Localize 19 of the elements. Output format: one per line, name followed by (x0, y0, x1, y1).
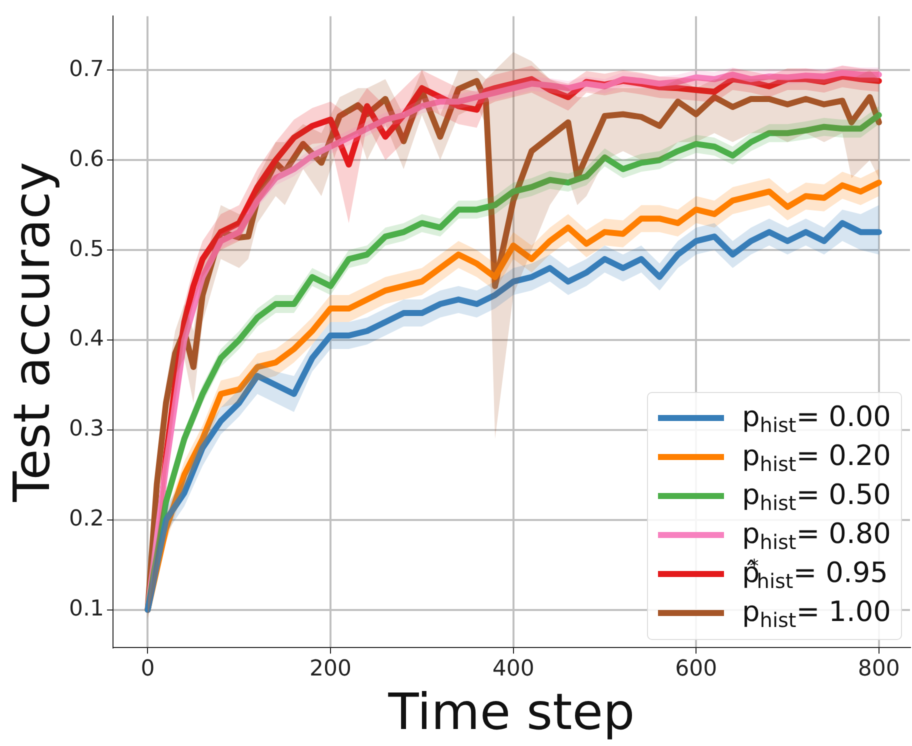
x-tick-label: 0 (140, 656, 155, 682)
y-tick-label: 0.2 (68, 506, 104, 532)
legend-label: p$_{hist}$= 0.80 (742, 516, 891, 554)
x-axis-title: Time step (387, 682, 635, 741)
legend-label: p$_{hist}$= 1.00 (742, 594, 891, 632)
y-tick-label: 0.4 (68, 326, 104, 352)
x-tick-label: 400 (492, 656, 534, 682)
y-tick-label: 0.3 (68, 416, 104, 442)
y-tick-label: 0.6 (68, 146, 104, 172)
y-tick-label: 0.1 (68, 596, 104, 622)
x-tick-label: 200 (310, 656, 352, 682)
y-tick-label: 0.5 (68, 236, 104, 262)
legend-label: p$_{hist}$= 0.00 (742, 400, 891, 437)
legend-label: p$_{hist}$= 0.50 (742, 478, 891, 515)
x-tick-label: 600 (675, 656, 718, 682)
y-axis-title: Test accuracy (2, 162, 61, 503)
y-tick-label: 0.7 (68, 56, 104, 82)
legend-label: p$_{hist}$= 0.20 (742, 438, 891, 476)
x-tick-label: 800 (858, 656, 900, 682)
